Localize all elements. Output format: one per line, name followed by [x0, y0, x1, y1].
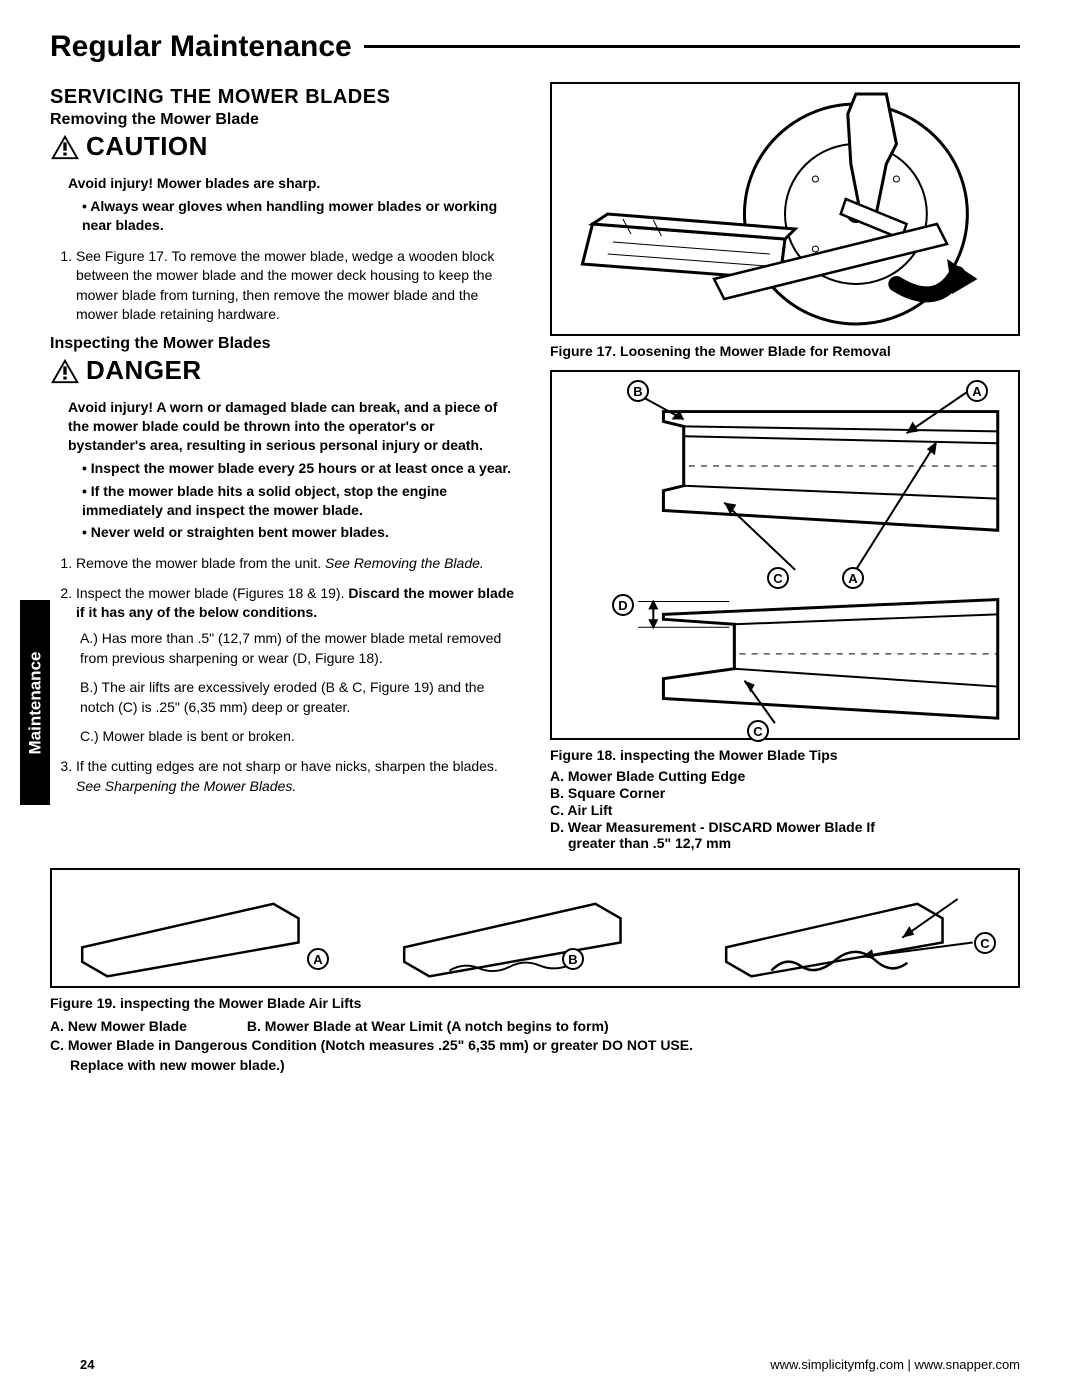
two-column-content: SERVICING THE MOWER BLADES Removing the …: [50, 82, 1020, 852]
fig19-illustration: [52, 870, 1018, 986]
inspect-step-3-text: If the cutting edges are not sharp or ha…: [76, 758, 498, 774]
caution-lead: Avoid injury! Mower blades are sharp.: [68, 174, 514, 193]
inspect-conditions: A.) Has more than .5" (12,7 mm) of the m…: [76, 629, 520, 747]
fig19-leg-a: A. New Mower Blade: [50, 1017, 187, 1036]
fig18-illustration: [552, 372, 1018, 738]
figure-17: [550, 82, 1020, 336]
side-tab-label: Maintenance: [25, 651, 45, 754]
fig17-illustration: [552, 84, 1018, 334]
fig18-leg-d: D. Wear Measurement - DISCARD Mower Blad…: [550, 819, 1020, 851]
inspect-step-1: Remove the mower blade from the unit. Se…: [76, 554, 520, 574]
page-title: Regular Maintenance: [50, 30, 352, 64]
manual-page: Maintenance Regular Maintenance SERVICIN…: [0, 0, 1080, 1397]
header-rule: [364, 45, 1020, 48]
section-heading-servicing: SERVICING THE MOWER BLADES: [50, 86, 520, 109]
danger-bullet-2: • If the mower blade hits a solid object…: [68, 482, 514, 520]
figure-19: A B C: [50, 868, 1020, 988]
caution-label: CAUTION: [86, 131, 208, 162]
warning-triangle-icon: [50, 134, 80, 160]
danger-lead: Avoid injury! A worn or damaged blade ca…: [68, 398, 514, 455]
danger-bullet-3: • Never weld or straighten bent mower bl…: [68, 523, 514, 542]
footer-urls: www.simplicitymfg.com | www.snapper.com: [770, 1357, 1020, 1372]
page-header: Regular Maintenance: [50, 30, 1020, 64]
caution-text-block: Avoid injury! Mower blades are sharp. • …: [50, 168, 520, 241]
inspect-step-2-lead: Inspect the mower blade (Figures 18 & 19…: [76, 585, 348, 601]
fig18-leg-b: B. Square Corner: [550, 785, 1020, 801]
inspect-step-1-ref: See Removing the Blade.: [325, 555, 484, 571]
right-column: Figure 17. Loosening the Mower Blade for…: [550, 82, 1020, 852]
fig19-leg-c: C. Mower Blade in Dangerous Condition (N…: [50, 1036, 1020, 1055]
figure-18: B A C A D C: [550, 370, 1020, 740]
badge-c-bot: C: [747, 720, 769, 742]
left-column: SERVICING THE MOWER BLADES Removing the …: [50, 82, 520, 852]
fig18-leg-c: C. Air Lift: [550, 802, 1020, 818]
fig19-leg-c-sub: Replace with new mower blade.): [50, 1056, 1020, 1075]
danger-label: DANGER: [86, 355, 202, 386]
cond-a: A.) Has more than .5" (12,7 mm) of the m…: [80, 629, 520, 668]
removing-steps: See Figure 17. To remove the mower blade…: [50, 247, 520, 325]
danger-text-block: Avoid injury! A worn or damaged blade ca…: [50, 392, 520, 548]
cond-b: B.) The air lifts are excessively eroded…: [80, 678, 520, 717]
figure-18-caption: Figure 18. inspecting the Mower Blade Ti…: [550, 746, 1020, 764]
fig19-leg-b: B. Mower Blade at Wear Limit (A notch be…: [247, 1017, 609, 1036]
danger-bullet-1: • Inspect the mower blade every 25 hours…: [68, 459, 514, 478]
figure-17-caption: Figure 17. Loosening the Mower Blade for…: [550, 342, 1020, 360]
inspecting-steps: Remove the mower blade from the unit. Se…: [50, 554, 520, 796]
page-footer: 24 www.simplicitymfg.com | www.snapper.c…: [80, 1357, 1020, 1372]
removing-step-1: See Figure 17. To remove the mower blade…: [76, 247, 520, 325]
fig19-leg-ab: A. New Mower Blade B. Mower Blade at Wea…: [50, 1017, 1020, 1036]
figure-19-row: A B C Figure 19. inspecting the Mower Bl…: [50, 868, 1020, 1075]
subheading-removing: Removing the Mower Blade: [50, 111, 520, 129]
danger-banner: DANGER: [50, 355, 520, 386]
page-number: 24: [80, 1357, 94, 1372]
caution-banner: CAUTION: [50, 131, 520, 162]
subheading-inspecting: Inspecting the Mower Blades: [50, 335, 520, 353]
warning-triangle-icon: [50, 358, 80, 384]
fig18-leg-d-line2: greater than .5" 12,7 mm: [550, 835, 1020, 851]
cond-c: C.) Mower blade is bent or broken.: [80, 727, 520, 747]
inspect-step-3: If the cutting edges are not sharp or ha…: [76, 757, 520, 796]
side-tab-maintenance: Maintenance: [20, 600, 50, 805]
fig18-leg-d-line1: D. Wear Measurement - DISCARD Mower Blad…: [550, 819, 875, 835]
inspect-step-2: Inspect the mower blade (Figures 18 & 19…: [76, 584, 520, 747]
inspect-step-3-ref: See Sharpening the Mower Blades.: [76, 778, 296, 794]
caution-bullet-1: • Always wear gloves when handling mower…: [68, 197, 514, 235]
inspect-step-1-text: Remove the mower blade from the unit.: [76, 555, 325, 571]
fig18-leg-a: A. Mower Blade Cutting Edge: [550, 768, 1020, 784]
figure-19-caption: Figure 19. inspecting the Mower Blade Ai…: [50, 994, 1020, 1012]
